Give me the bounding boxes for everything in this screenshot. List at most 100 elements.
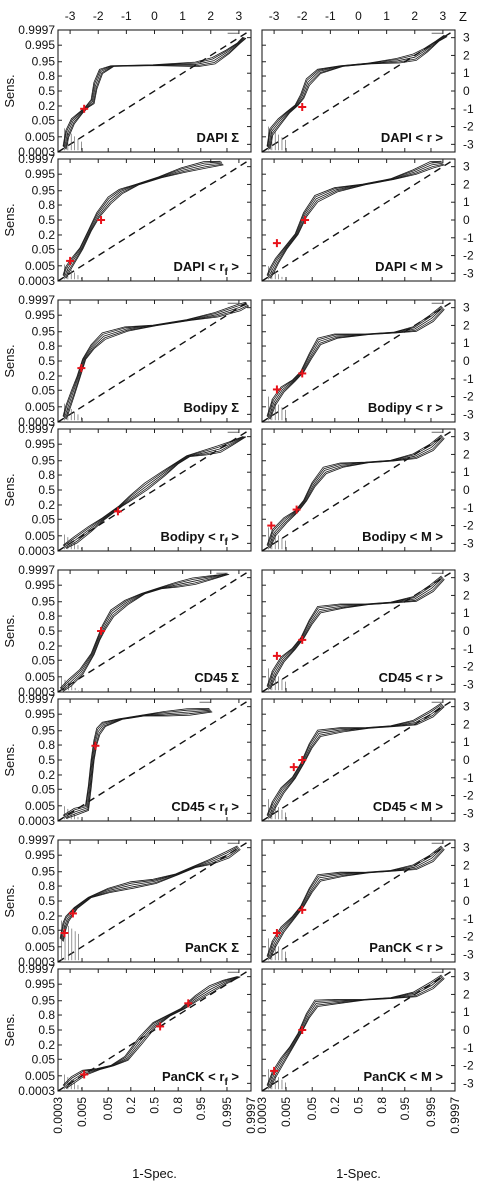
roc-curve bbox=[60, 573, 227, 690]
roc-curve bbox=[65, 164, 224, 279]
y-tick-label: 0.995 bbox=[25, 167, 55, 181]
panel-label-main: Bodipy bbox=[184, 400, 232, 415]
roc-curve bbox=[62, 708, 210, 816]
z-top-tick-label: 0 bbox=[151, 9, 158, 23]
roc-curve bbox=[266, 575, 442, 687]
z-right-tick-label: -2 bbox=[463, 1059, 474, 1073]
x-tick-label: 0.05 bbox=[101, 1097, 115, 1121]
roc-curve bbox=[268, 848, 444, 959]
roc-curve bbox=[62, 160, 221, 276]
chance-diagonal bbox=[261, 29, 456, 153]
z-right-tick-label: -2 bbox=[463, 249, 474, 263]
y-tick-label: 0.995 bbox=[25, 38, 55, 52]
y-tick-label: 0.8 bbox=[38, 879, 55, 893]
y-tick-label: 0.995 bbox=[25, 848, 55, 862]
panel-label-main: DAPI bbox=[375, 259, 410, 274]
y-tick-label: 0.005 bbox=[25, 670, 55, 684]
roc-curve bbox=[62, 848, 240, 942]
z-right-tick-label: 2 bbox=[463, 447, 470, 461]
panel-label-end: > bbox=[228, 799, 240, 814]
roc-curve bbox=[63, 37, 244, 148]
z-right-tick-label: 1 bbox=[463, 876, 470, 890]
y-tick-label: 0.0003 bbox=[18, 814, 55, 828]
y-tick-label: 0.95 bbox=[32, 724, 56, 738]
z-right-tick-label: 1 bbox=[463, 336, 470, 350]
roc-curve bbox=[65, 305, 250, 420]
panel-label: CD45 < M > bbox=[373, 799, 444, 814]
y-tick-label: 0.95 bbox=[32, 454, 56, 468]
z-right-tick-label: 0 bbox=[463, 354, 470, 368]
roc-curve bbox=[61, 573, 228, 691]
y-tick-label: 0.005 bbox=[25, 400, 55, 414]
x-tick-label: 0.0003 bbox=[255, 1097, 269, 1134]
roc-curve bbox=[268, 704, 444, 818]
z-right-tick-label: 3 bbox=[463, 430, 470, 444]
z-right-tick-label: 0 bbox=[463, 624, 470, 638]
roc-curve bbox=[268, 436, 444, 548]
z-right-tick-label: -2 bbox=[463, 120, 474, 134]
roc-curve bbox=[64, 163, 223, 278]
y-tick-label: 0.9997 bbox=[18, 23, 55, 37]
y-tick-label: 0.8 bbox=[38, 69, 55, 83]
roc-curve bbox=[63, 302, 247, 418]
roc-curve bbox=[269, 438, 445, 549]
y-tick-label: 0.2 bbox=[38, 228, 55, 242]
z-right-tick-label: 3 bbox=[463, 970, 470, 984]
roc-curve bbox=[65, 711, 213, 819]
y-tick-label: 0.995 bbox=[25, 308, 55, 322]
x-tick-label: 0.2 bbox=[328, 1097, 342, 1114]
roc-curve bbox=[266, 434, 442, 546]
y-tick-label: 0.8 bbox=[38, 468, 55, 482]
roc-curve bbox=[63, 161, 222, 277]
roc-curve bbox=[64, 436, 245, 548]
panel-label: CD45 < rf > bbox=[171, 799, 239, 818]
x-tick-label: 0.5 bbox=[148, 1097, 162, 1114]
z-right-tick-label: 2 bbox=[463, 987, 470, 1001]
z-right-tick-label: -2 bbox=[463, 789, 474, 803]
chance-diagonal bbox=[57, 698, 252, 822]
z-top-tick-label: -1 bbox=[121, 9, 132, 23]
roc-curve bbox=[60, 846, 239, 940]
y-tick-label: 0.5 bbox=[38, 213, 55, 227]
z-right-tick-label: 2 bbox=[463, 858, 470, 872]
y-tick-label: 0.5 bbox=[38, 354, 55, 368]
panel-label-main: CD45 bbox=[373, 799, 410, 814]
y-tick-label: 0.005 bbox=[25, 259, 55, 273]
z-right-tick-label: -1 bbox=[463, 1041, 474, 1055]
y-tick-label: 0.0003 bbox=[18, 1084, 55, 1098]
data-layer bbox=[57, 29, 456, 1092]
panel-label-end: < r > bbox=[416, 400, 444, 415]
panel-label-main: PanCK bbox=[185, 940, 231, 955]
z-right-tick-label: 2 bbox=[463, 177, 470, 191]
y-tick-label: 0.0003 bbox=[18, 544, 55, 558]
roc-curve bbox=[266, 160, 442, 276]
roc-curve bbox=[267, 703, 443, 817]
z-right-tick-label: -3 bbox=[463, 137, 474, 151]
y-tick-label: 0.995 bbox=[25, 578, 55, 592]
roc-curve bbox=[268, 307, 444, 419]
roc-curve bbox=[62, 573, 230, 692]
y-tick-label: 0.005 bbox=[25, 529, 55, 543]
chance-diagonal bbox=[57, 29, 252, 153]
z-top-tick-label: 2 bbox=[411, 9, 418, 23]
z-top-tick-label: -2 bbox=[297, 9, 308, 23]
z-right-tick-label: 1 bbox=[463, 606, 470, 620]
chance-diagonal bbox=[261, 428, 456, 552]
z-right-tick-label: 2 bbox=[463, 588, 470, 602]
z-right-tick-label: 3 bbox=[463, 700, 470, 714]
z-right-tick-label: -3 bbox=[463, 1076, 474, 1090]
sens-axis-title: Sens. bbox=[2, 743, 17, 776]
text-layer: DAPI Σ0.00030.0050.050.20.50.80.950.9950… bbox=[2, 9, 474, 1181]
roc-curve bbox=[268, 577, 444, 689]
roc-curve bbox=[268, 977, 444, 1088]
z-right-tick-label: -2 bbox=[463, 519, 474, 533]
y-tick-label: 0.0003 bbox=[18, 145, 55, 159]
z-right-tick-label: 2 bbox=[463, 48, 470, 62]
y-tick-label: 0.9997 bbox=[18, 293, 55, 307]
roc-curve bbox=[64, 37, 245, 148]
roc-curve bbox=[267, 35, 446, 148]
z-top-tick-label: 0 bbox=[355, 9, 362, 23]
roc-curve bbox=[267, 576, 443, 688]
sens-axis-title: Sens. bbox=[2, 473, 17, 506]
roc-curve bbox=[65, 37, 247, 150]
